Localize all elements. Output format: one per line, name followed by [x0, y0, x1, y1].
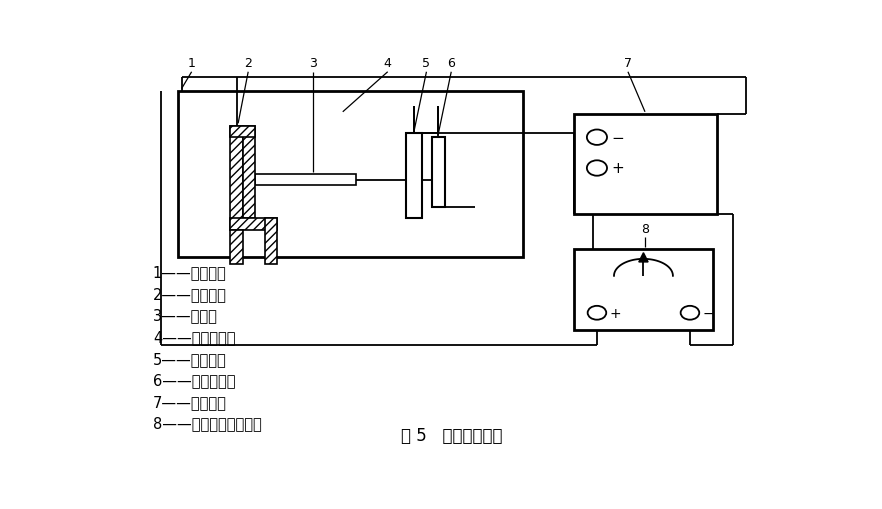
Polygon shape	[230, 126, 255, 138]
Text: +: +	[611, 161, 624, 176]
Polygon shape	[265, 219, 277, 265]
Text: 8——恒电流直流电源。: 8——恒电流直流电源。	[153, 415, 262, 431]
Text: 4: 4	[384, 58, 392, 70]
Text: 2: 2	[244, 58, 252, 70]
Bar	[255, 175, 356, 186]
Bar	[178, 92, 523, 257]
Text: +: +	[609, 306, 621, 320]
Text: 8: 8	[641, 222, 649, 236]
Text: 6——参考电极；: 6——参考电极；	[153, 373, 235, 387]
Text: 1: 1	[188, 58, 196, 70]
Text: 5——碳电极；: 5——碳电极；	[153, 351, 227, 366]
Bar	[573, 115, 717, 215]
Bar	[573, 249, 714, 330]
Bar	[407, 134, 422, 219]
Bar	[432, 138, 445, 207]
Text: 7——记录仪；: 7——记录仪；	[153, 394, 227, 409]
Text: 3——试样；: 3——试样；	[153, 308, 218, 323]
Text: −: −	[702, 306, 714, 320]
Text: 2——试样夹；: 2——试样夹；	[153, 287, 227, 301]
Polygon shape	[243, 126, 255, 219]
Polygon shape	[230, 219, 277, 230]
Text: 3: 3	[310, 58, 318, 70]
Ellipse shape	[681, 306, 699, 320]
Ellipse shape	[587, 161, 607, 176]
Ellipse shape	[587, 130, 607, 146]
Text: 图 5   电解脱锡装置: 图 5 电解脱锡装置	[401, 426, 503, 444]
Text: 6: 6	[447, 58, 455, 70]
Polygon shape	[639, 253, 648, 263]
Polygon shape	[230, 126, 243, 230]
Text: −: −	[611, 130, 624, 146]
Text: 7: 7	[624, 58, 632, 70]
Ellipse shape	[587, 306, 606, 320]
Text: 5: 5	[422, 58, 430, 70]
Text: 4——脱锡溶液；: 4——脱锡溶液；	[153, 329, 235, 345]
Text: 1——脱锡槽；: 1——脱锡槽；	[153, 265, 227, 280]
Polygon shape	[230, 230, 243, 265]
